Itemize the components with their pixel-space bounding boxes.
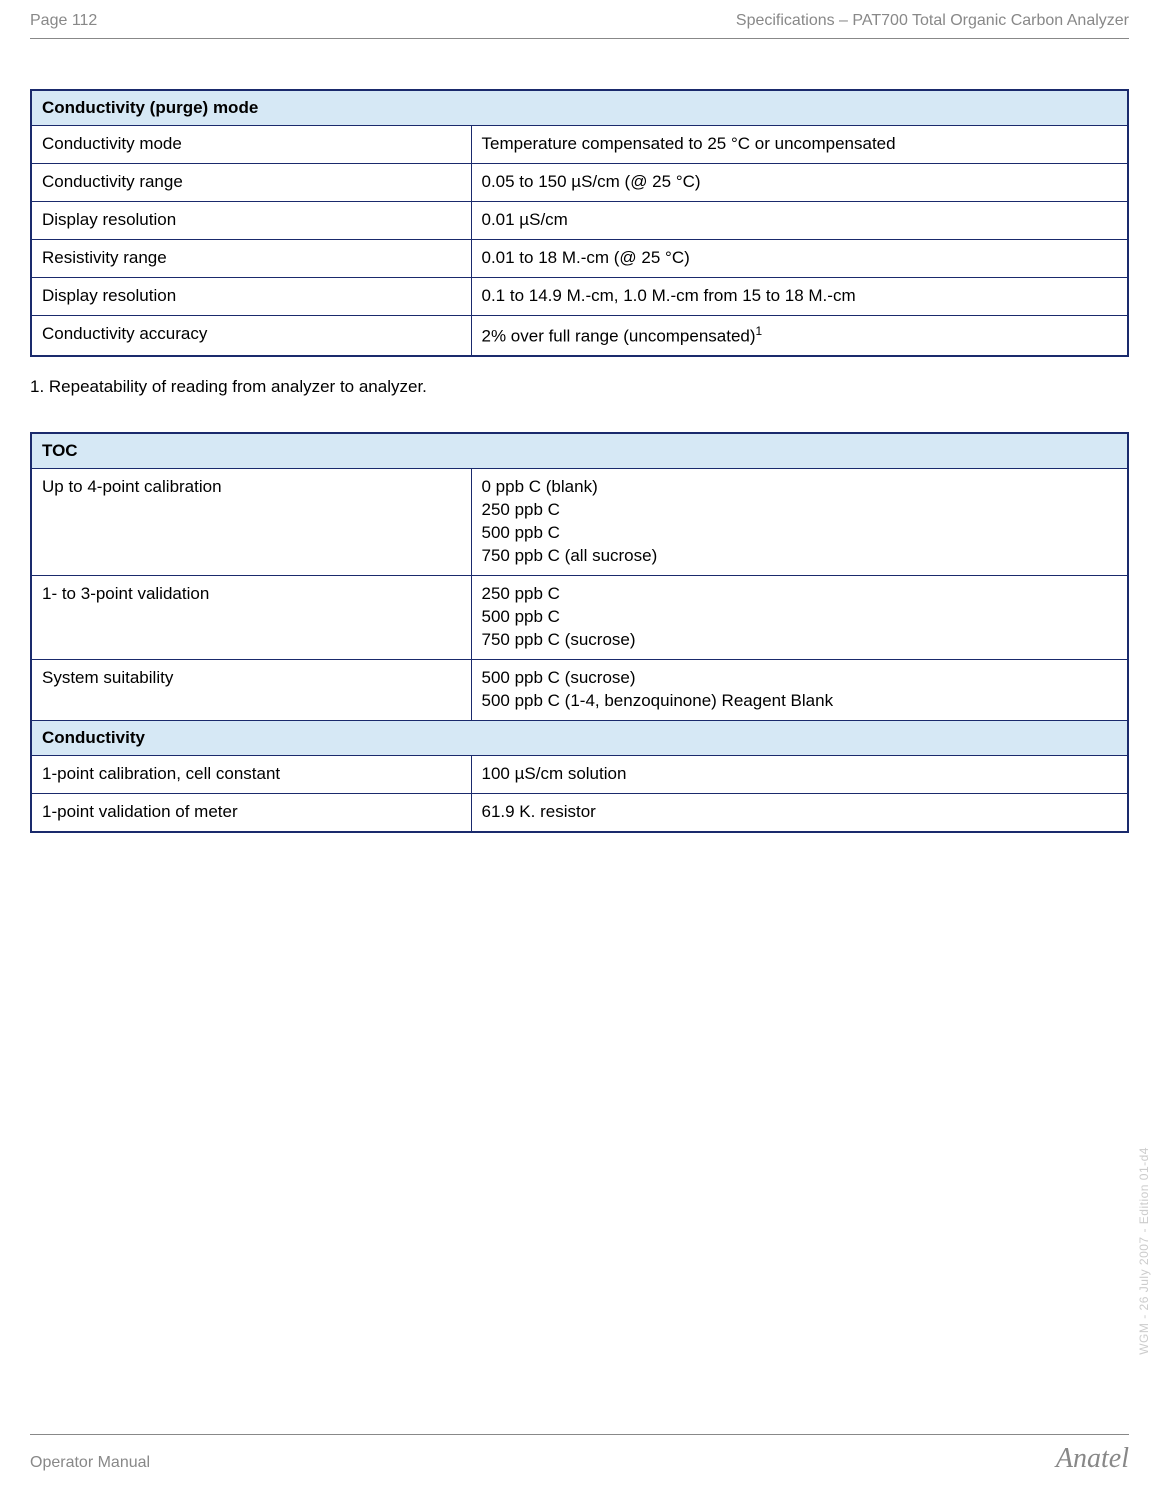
spec-value: 250 ppb C500 ppb C750 ppb C (sucrose) — [471, 576, 1128, 660]
table-row: Conductivity mode Temperature compensate… — [31, 126, 1128, 164]
table2-section1-title: TOC — [31, 433, 1128, 469]
spec-label: System suitability — [31, 659, 471, 720]
spec-label: Conductivity accuracy — [31, 315, 471, 356]
spec-label: Display resolution — [31, 277, 471, 315]
table-row: Up to 4-point calibration 0 ppb C (blank… — [31, 469, 1128, 576]
table-row: Display resolution 0.01 µS/cm — [31, 201, 1128, 239]
spec-value: 2% over full range (uncompensated)1 — [471, 315, 1128, 356]
table-row: Resistivity range 0.01 to 18 M.-cm (@ 25… — [31, 239, 1128, 277]
spec-label: Display resolution — [31, 201, 471, 239]
spec-value: 0.05 to 150 µS/cm (@ 25 °C) — [471, 163, 1128, 201]
spec-label: 1- to 3-point validation — [31, 576, 471, 660]
spec-label: 1-point validation of meter — [31, 793, 471, 831]
page-content: Conductivity (purge) mode Conductivity m… — [30, 39, 1129, 833]
table2-section2-title: Conductivity — [31, 720, 1128, 755]
footer-brand: Anatel — [1056, 1443, 1129, 1475]
spec-label: 1-point calibration, cell constant — [31, 755, 471, 793]
spec-value: 0 ppb C (blank)250 ppb C500 ppb C750 ppb… — [471, 469, 1128, 576]
conductivity-purge-table: Conductivity (purge) mode Conductivity m… — [30, 89, 1129, 357]
table-row: 1- to 3-point validation 250 ppb C500 pp… — [31, 576, 1128, 660]
footnote: 1. Repeatability of reading from analyze… — [30, 377, 1129, 397]
table-row: 1-point calibration, cell constant 100 µ… — [31, 755, 1128, 793]
toc-conductivity-table: TOC Up to 4-point calibration 0 ppb C (b… — [30, 432, 1129, 832]
spec-value: 0.01 to 18 M.-cm (@ 25 °C) — [471, 239, 1128, 277]
spec-value: Temperature compensated to 25 °C or unco… — [471, 126, 1128, 164]
table-row: Conductivity accuracy 2% over full range… — [31, 315, 1128, 356]
spec-value: 500 ppb C (sucrose)500 ppb C (1-4, benzo… — [471, 659, 1128, 720]
spec-value: 0.01 µS/cm — [471, 201, 1128, 239]
table-row: 1-point validation of meter 61.9 K. resi… — [31, 793, 1128, 831]
page-number: Page 112 — [30, 12, 97, 30]
spec-value: 100 µS/cm solution — [471, 755, 1128, 793]
footer-left: Operator Manual — [30, 1454, 150, 1472]
table-row: Conductivity range 0.05 to 150 µS/cm (@ … — [31, 163, 1128, 201]
table-row: Display resolution 0.1 to 14.9 M.-cm, 1.… — [31, 277, 1128, 315]
table-row: System suitability 500 ppb C (sucrose)50… — [31, 659, 1128, 720]
page-header: Page 112 Specifications – PAT700 Total O… — [30, 0, 1129, 39]
spec-label: Resistivity range — [31, 239, 471, 277]
side-revision-text: WGM - 26 July 2007 - Edition 01-d4 — [1137, 1147, 1151, 1355]
page-footer: Operator Manual Anatel — [30, 1434, 1129, 1475]
table1-title: Conductivity (purge) mode — [31, 90, 1128, 126]
spec-value: 0.1 to 14.9 M.-cm, 1.0 M.-cm from 15 to … — [471, 277, 1128, 315]
spec-label: Conductivity range — [31, 163, 471, 201]
spec-label: Up to 4-point calibration — [31, 469, 471, 576]
spec-label: Conductivity mode — [31, 126, 471, 164]
spec-value: 61.9 K. resistor — [471, 793, 1128, 831]
header-title: Specifications – PAT700 Total Organic Ca… — [736, 12, 1129, 30]
